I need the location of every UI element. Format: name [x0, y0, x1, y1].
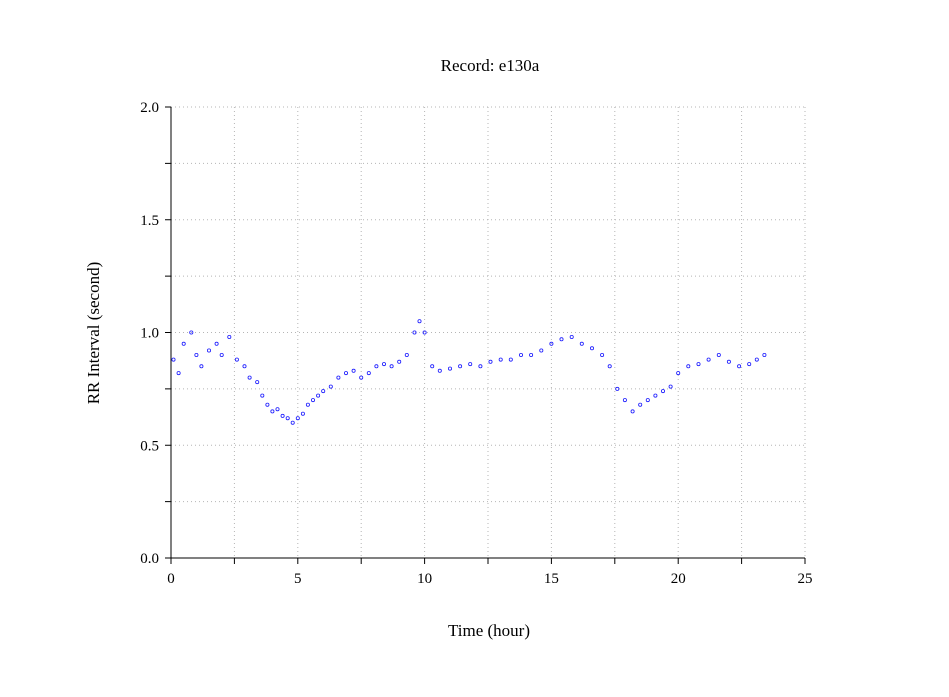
data-point — [285, 416, 290, 421]
data-point — [417, 319, 422, 324]
data-point — [270, 409, 275, 414]
data-point — [539, 348, 544, 353]
data-point — [447, 366, 452, 371]
y-tick-label: 1.0 — [140, 326, 159, 342]
data-point — [590, 346, 595, 351]
data-point — [422, 330, 427, 335]
data-point — [194, 352, 199, 357]
data-point — [171, 357, 176, 362]
x-axis-label: Time (hour) — [448, 621, 530, 640]
data-point — [622, 398, 627, 403]
data-point — [653, 393, 658, 398]
data-point — [359, 375, 364, 380]
y-tick-label: 1.5 — [140, 213, 159, 229]
data-point — [519, 352, 524, 357]
data-point — [686, 364, 691, 369]
data-point — [737, 364, 742, 369]
data-point — [206, 348, 211, 353]
data-point — [214, 341, 219, 346]
data-point — [676, 371, 681, 376]
data-point — [321, 389, 326, 394]
y-tick-label: 0.0 — [140, 551, 159, 567]
x-tick-label: 10 — [417, 571, 432, 587]
data-point — [412, 330, 417, 335]
data-point — [351, 368, 356, 373]
data-point — [430, 364, 435, 369]
data-point — [607, 364, 612, 369]
data-point — [189, 330, 194, 335]
data-point — [181, 341, 186, 346]
data-point — [498, 357, 503, 362]
x-tick-label: 25 — [798, 571, 813, 587]
data-point — [199, 364, 204, 369]
data-point — [316, 393, 321, 398]
data-point — [260, 393, 265, 398]
data-point — [726, 359, 731, 364]
data-point — [638, 402, 643, 407]
data-point — [488, 359, 493, 364]
data-point — [300, 411, 305, 416]
data-point — [559, 337, 564, 342]
data-point — [579, 341, 584, 346]
data-point — [176, 371, 181, 376]
data-point — [645, 398, 650, 403]
data-point — [569, 334, 574, 339]
data-point — [389, 364, 394, 369]
data-point — [310, 398, 315, 403]
data-point — [343, 371, 348, 376]
data-point — [247, 375, 252, 380]
data-point — [615, 386, 620, 391]
data-point — [290, 420, 295, 425]
data-point — [305, 402, 310, 407]
x-tick-label: 5 — [294, 571, 302, 587]
data-point — [255, 380, 260, 385]
x-tick-label: 20 — [671, 571, 686, 587]
data-point — [366, 371, 371, 376]
data-point — [696, 362, 701, 367]
data-point — [706, 357, 711, 362]
data-point — [234, 357, 239, 362]
y-axis-label: RR Interval (second) — [84, 262, 103, 405]
data-point — [381, 362, 386, 367]
data-point — [374, 364, 379, 369]
chart-title: Record: e130a — [441, 56, 540, 75]
grid-lines — [171, 106, 806, 558]
data-points — [171, 319, 767, 425]
data-point — [275, 407, 280, 412]
data-point — [242, 364, 247, 369]
data-point — [404, 352, 409, 357]
data-point — [529, 352, 534, 357]
data-point — [716, 352, 721, 357]
data-point — [661, 389, 666, 394]
y-tick-label: 2.0 — [140, 100, 159, 116]
x-tick-label: 0 — [167, 571, 175, 587]
data-point — [762, 352, 767, 357]
data-point — [668, 384, 673, 389]
y-axis-ticks: 0.0 0.5 1.0 1.5 2.0 — [140, 100, 171, 567]
data-point — [600, 352, 605, 357]
data-point — [265, 402, 270, 407]
data-point — [508, 357, 513, 362]
data-point — [754, 357, 759, 362]
data-point — [397, 359, 402, 364]
data-point — [227, 334, 232, 339]
data-point — [336, 375, 341, 380]
data-point — [458, 364, 463, 369]
data-point — [219, 352, 224, 357]
data-point — [478, 364, 483, 369]
data-point — [437, 368, 442, 373]
data-point — [747, 362, 752, 367]
y-tick-label: 0.5 — [140, 438, 159, 454]
x-axis-ticks: 0 5 10 15 20 25 — [167, 558, 813, 587]
data-point — [328, 384, 333, 389]
data-point — [549, 341, 554, 346]
data-point — [280, 413, 285, 418]
data-point — [468, 362, 473, 367]
x-tick-label: 15 — [544, 571, 559, 587]
data-point — [295, 416, 300, 421]
data-point — [630, 409, 635, 414]
